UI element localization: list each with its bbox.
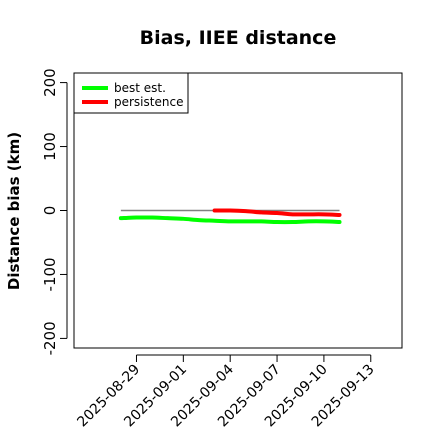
plot-area-frame: [73, 72, 403, 349]
series-layer: [118, 208, 342, 225]
chart-title: Bias, IIEE distance: [140, 27, 337, 49]
y-tick-label: -100: [41, 257, 59, 291]
legend-label-persistence: persistence: [114, 95, 183, 109]
series-line-best-est-: [118, 215, 342, 225]
legend: best est.persistence: [73, 72, 189, 114]
x-axis: 2025-08-292025-09-012025-09-042025-09-07…: [74, 354, 378, 430]
y-tick-label: 100: [41, 132, 59, 161]
y-axis: -200 -100 0 100 200: [41, 68, 68, 355]
legend-label-best-est-: best est.: [114, 81, 166, 95]
y-tick-label: 0: [41, 206, 59, 216]
legend-box: [73, 72, 189, 114]
y-tick-label: 200: [41, 68, 59, 97]
series-line-persistence: [212, 208, 342, 217]
y-axis-label: Distance bias (km): [5, 132, 23, 290]
y-tick-label: -200: [41, 321, 59, 355]
